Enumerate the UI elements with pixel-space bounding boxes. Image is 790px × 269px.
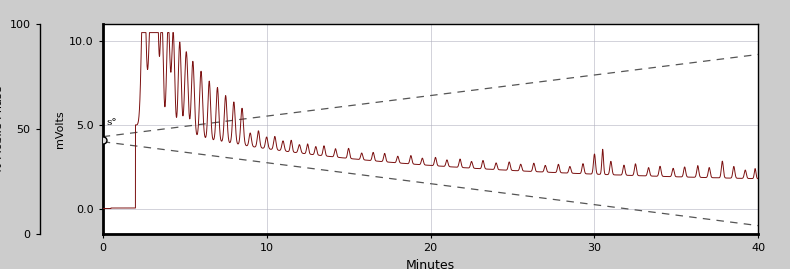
Y-axis label: % Mobile Phase: % Mobile Phase <box>0 85 4 173</box>
Y-axis label: mVolts: mVolts <box>55 110 65 148</box>
Text: s°: s° <box>107 118 118 127</box>
X-axis label: Minutes: Minutes <box>406 259 455 269</box>
